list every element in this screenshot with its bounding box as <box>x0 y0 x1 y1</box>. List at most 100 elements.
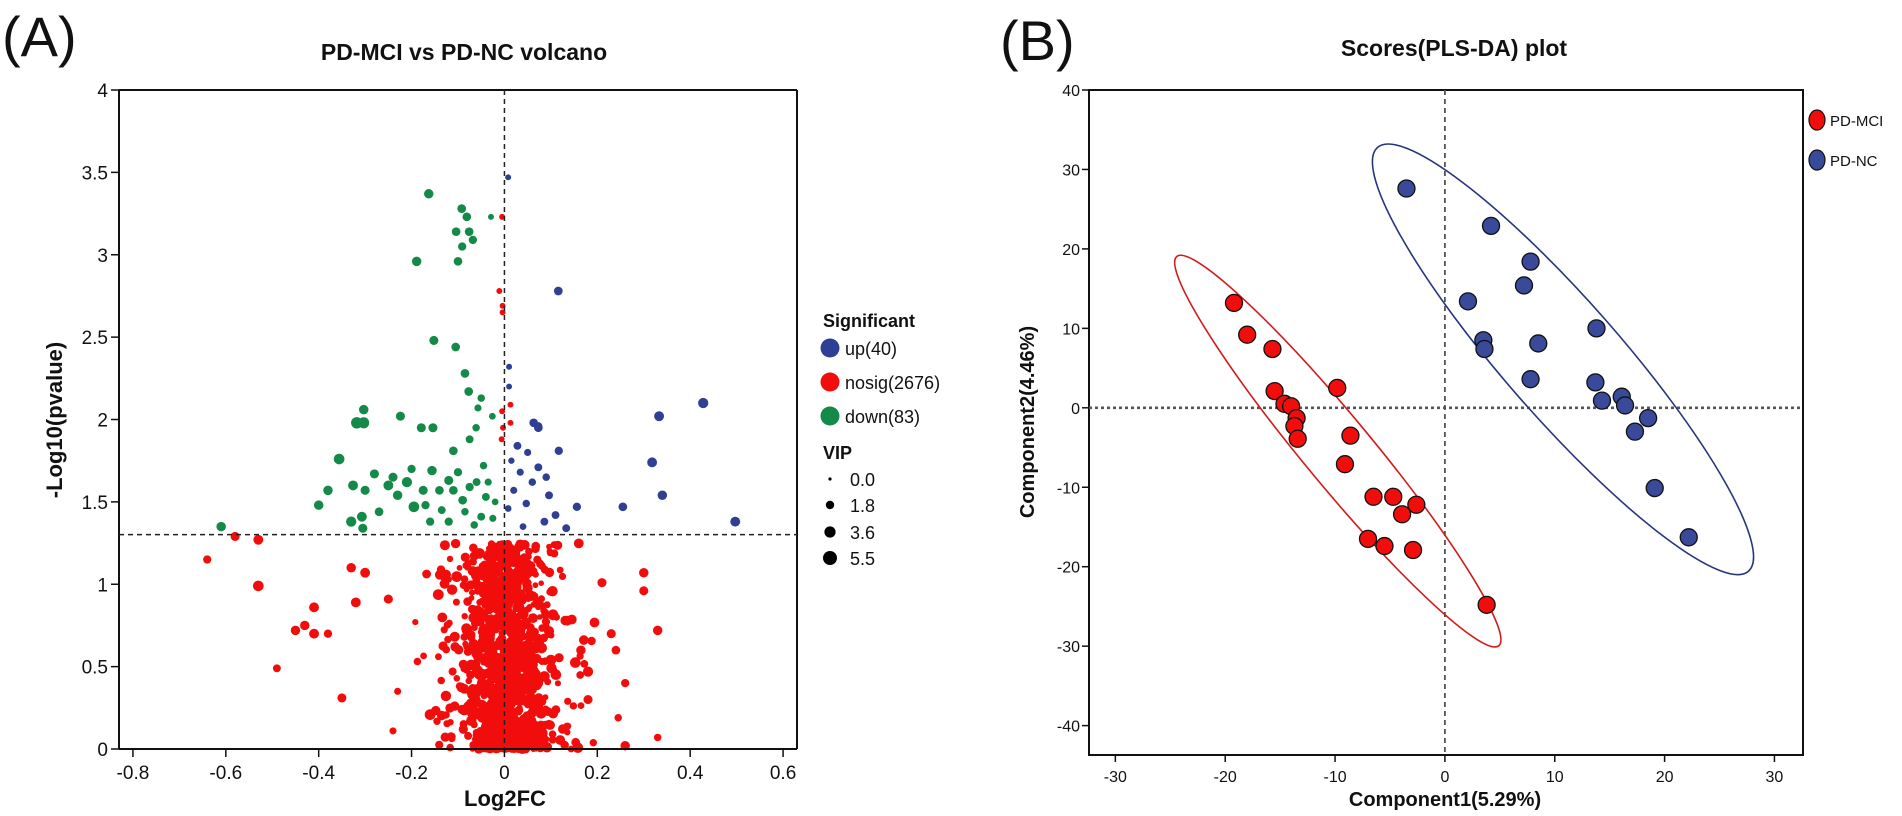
volcano-y-label: -Log10(pvalue) <box>42 342 67 498</box>
nosig-point <box>573 538 584 549</box>
down-point <box>477 512 486 521</box>
nosig-point <box>550 549 559 558</box>
nosig-point <box>490 624 501 634</box>
up-point <box>504 505 512 512</box>
nosig-point <box>583 695 593 705</box>
nosig-point <box>611 645 621 655</box>
x-tick-label: 10 <box>1546 769 1564 786</box>
nosig-point <box>474 548 485 559</box>
nosig-point <box>482 601 491 610</box>
nosig-point <box>498 630 505 637</box>
nosig-point <box>550 541 558 549</box>
legend-pdmci-label: PD-MCI <box>1830 113 1883 130</box>
nosig-point <box>394 687 402 695</box>
down-point <box>313 500 324 510</box>
nosig-point <box>453 675 461 682</box>
nosig-point <box>509 545 516 552</box>
nosig-point <box>448 667 457 676</box>
legend-vip-marker-3 <box>823 551 837 565</box>
x-tick-label: -0.4 <box>302 763 335 784</box>
nosig-point <box>537 638 544 646</box>
pdnc-point <box>1397 179 1416 198</box>
pdmci-point <box>1341 426 1360 445</box>
x-tick-label: 0 <box>1440 769 1449 786</box>
nosig-point <box>437 676 446 685</box>
down-point <box>479 461 488 470</box>
down-point <box>346 516 357 527</box>
nosig-point <box>513 599 523 608</box>
legend-vip-marker-1 <box>825 500 835 510</box>
nosig-point <box>496 570 504 578</box>
pdnc-point <box>1645 478 1664 498</box>
nosig-point <box>507 556 518 566</box>
nosig-point <box>438 571 448 581</box>
down-point <box>425 517 435 526</box>
up-point <box>534 422 543 431</box>
plsda-axes: -40 -30 -20 -10 0 10 20 30 40 -30 -20 -10 0 10 20 30 <box>1057 83 1804 786</box>
nosig-point <box>516 726 526 735</box>
nosig-point <box>499 737 507 746</box>
down-point <box>461 508 469 516</box>
nosig-point <box>475 617 485 627</box>
nosig-point <box>484 723 495 734</box>
nosig-point <box>517 561 524 568</box>
nosig-point <box>413 657 422 666</box>
volcano-x-label: Log2FC <box>464 786 546 811</box>
nosig-point <box>508 635 516 642</box>
up-point <box>524 448 532 457</box>
nosig-point <box>496 580 504 588</box>
nosig-point <box>547 609 559 621</box>
down-point <box>395 411 405 421</box>
nosig-point <box>469 543 478 553</box>
pdmci-point <box>1238 325 1257 344</box>
nosig-point <box>460 575 469 583</box>
nosig-point <box>527 592 536 601</box>
down-point <box>489 514 497 522</box>
nosig-point <box>522 584 531 592</box>
plsda-y-label: Component2(4.46%) <box>1017 326 1039 518</box>
y-tick-label: 40 <box>1062 83 1080 100</box>
nosig-point <box>443 621 452 629</box>
nosig-point <box>523 699 533 709</box>
up-point <box>572 502 582 511</box>
nosig-point <box>494 550 504 560</box>
nosig-point <box>337 693 347 703</box>
down-point <box>360 485 370 495</box>
nosig-point <box>323 629 333 638</box>
pdnc-point <box>1625 422 1645 441</box>
legend-nosig-marker <box>820 372 840 392</box>
nosig-point <box>510 589 518 597</box>
down-point <box>407 464 416 474</box>
nosig-point <box>515 618 522 625</box>
down-point <box>427 465 437 476</box>
nosig-point <box>498 724 508 733</box>
down-point <box>416 423 426 433</box>
nosig-point <box>464 731 473 740</box>
up-point <box>730 516 741 527</box>
nosig-point <box>507 569 518 579</box>
legend-vip-marker-2 <box>824 526 836 538</box>
pdnc-point <box>1638 408 1658 428</box>
up-point <box>513 441 522 450</box>
nosig-point <box>514 575 524 585</box>
down-point <box>424 189 434 199</box>
nosig-point <box>507 610 517 620</box>
y-tick-label: 2.5 <box>82 328 108 349</box>
nosig-point <box>462 640 469 648</box>
nosig-point <box>452 598 460 606</box>
nosig-point <box>478 743 487 753</box>
nosig-point <box>442 711 450 719</box>
pdnc-point <box>1679 528 1698 547</box>
nosig-point <box>589 617 600 628</box>
x-tick-label: 0.4 <box>677 763 704 784</box>
down-point <box>333 453 345 465</box>
y-tick-label: 2 <box>97 411 108 432</box>
nosig-point <box>499 588 505 595</box>
down-point <box>472 478 481 487</box>
nosig-point <box>448 734 456 743</box>
nosig-point <box>528 613 538 623</box>
nosig-point <box>569 702 578 710</box>
up-point <box>551 511 560 520</box>
y-tick-label: -30 <box>1057 639 1080 656</box>
nosig-point <box>480 640 488 647</box>
